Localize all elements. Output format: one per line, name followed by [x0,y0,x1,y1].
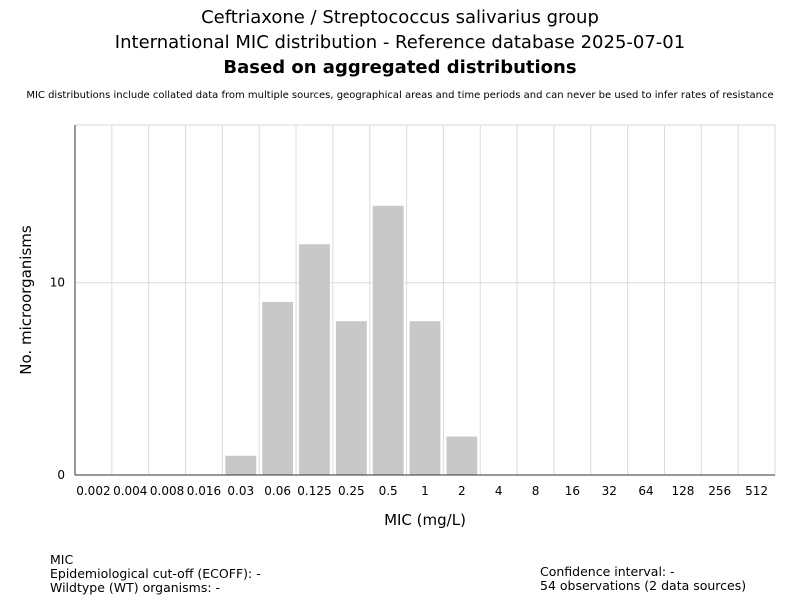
x-tick-label: 1 [421,484,429,498]
footer-left: MIC Epidemiological cut-off (ECOFF): - W… [50,553,261,595]
wildtype-text: Wildtype (WT) organisms: - [50,580,221,595]
y-axis-title: No. microorganisms [17,225,35,375]
bar-0.125 [299,244,330,475]
x-tick-label: 64 [638,484,653,498]
x-tick-label: 0.125 [297,484,331,498]
x-tick-label: 256 [708,484,731,498]
chart-title: Ceftriaxone / Streptococcus salivarius g… [201,7,599,28]
bar-0.03 [225,455,257,475]
bar-0.25 [335,321,367,475]
y-tick-label: 10 [50,276,65,290]
x-tick-label: 0.008 [150,484,184,498]
ecoff-text: Epidemiological cut-off (ECOFF): - [50,566,261,581]
x-tick-label: 0.03 [227,484,254,498]
mic-label: MIC [50,552,74,567]
x-tick-label: 32 [602,484,617,498]
bar-0.06 [262,301,294,475]
x-tick-label: 0.016 [187,484,221,498]
x-tick-label: 4 [495,484,503,498]
confidence-interval-text: Confidence interval: - [540,564,675,579]
bar-1 [409,321,441,475]
y-tick-label: 0 [57,468,65,482]
x-tick-label: 0.25 [338,484,365,498]
disclaimer-text: MIC distributions include collated data … [26,90,774,101]
x-tick-label: 0.002 [76,484,110,498]
x-tick-label: 0.06 [264,484,291,498]
chart-subtitle: International MIC distribution - Referen… [114,32,686,53]
x-axis-title: MIC (mg/L) [384,511,466,529]
x-tick-label: 128 [671,484,694,498]
x-tick-label: 0.5 [379,484,398,498]
bar-2 [446,436,478,475]
footer-right: Confidence interval: - 54 observations (… [540,565,746,593]
x-tick-label: 512 [745,484,768,498]
x-tick-label: 8 [532,484,540,498]
observations-text: 54 observations (2 data sources) [540,578,747,593]
x-tick-label: 2 [458,484,466,498]
x-tick-label: 16 [565,484,580,498]
chart-subtitle-bold: Based on aggregated distributions [223,57,577,78]
x-tick-label: 0.004 [113,484,147,498]
bar-0.5 [372,205,404,475]
